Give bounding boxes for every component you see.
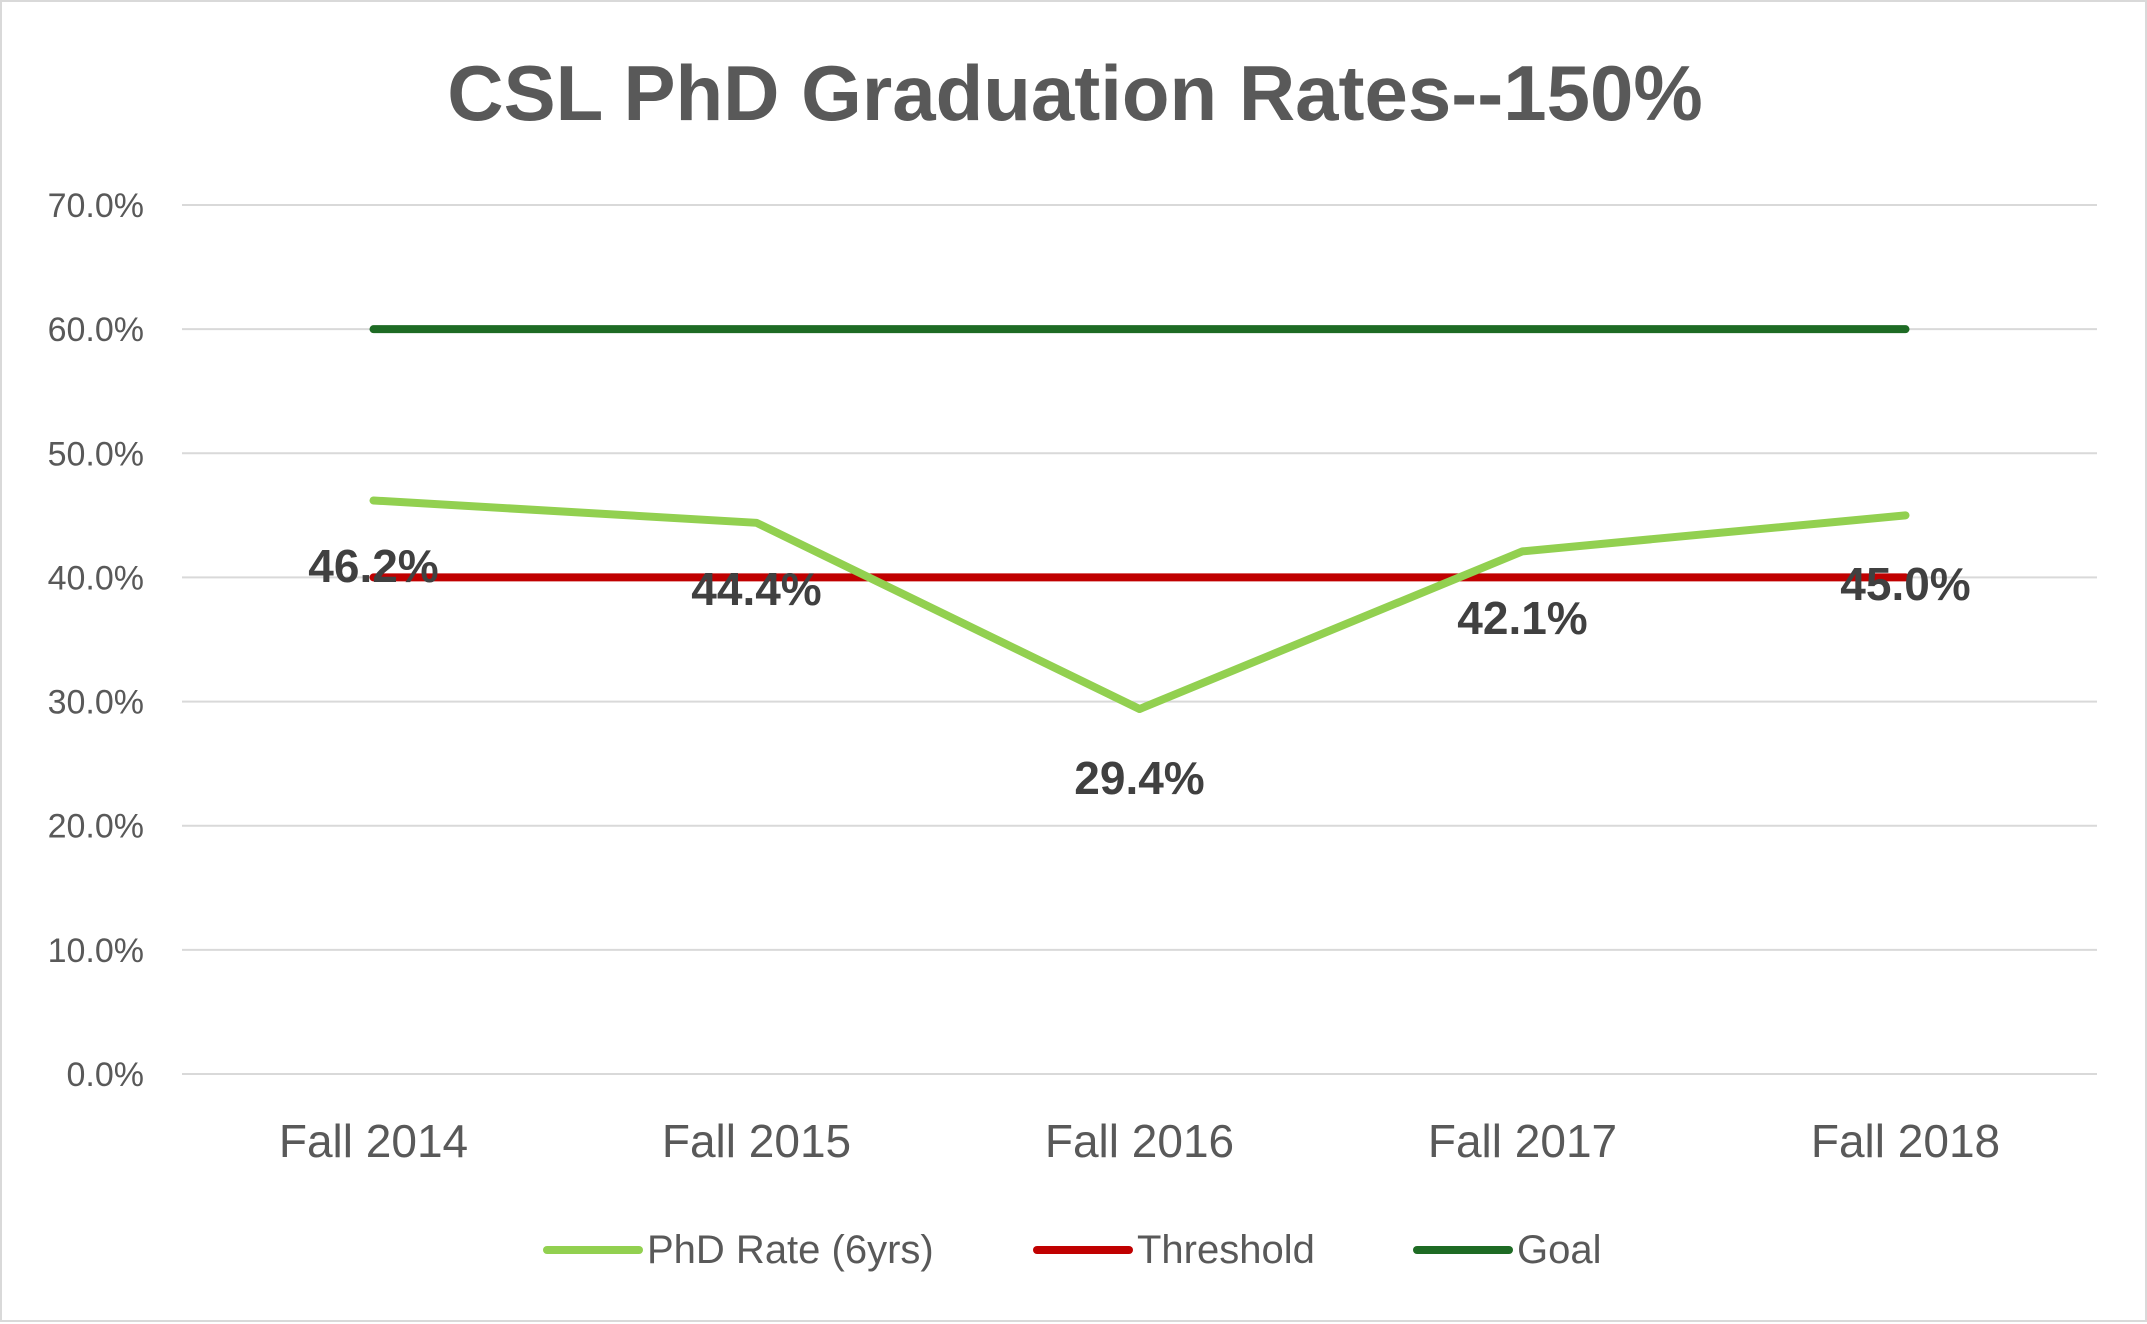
legend-label: Threshold bbox=[1137, 1228, 1315, 1272]
legend-entry: Threshold bbox=[1037, 1228, 1315, 1272]
series-line bbox=[374, 500, 1906, 709]
x-tick-label: Fall 2015 bbox=[662, 1115, 851, 1167]
y-tick-label: 60.0% bbox=[48, 311, 144, 349]
y-tick-label: 70.0% bbox=[48, 187, 144, 225]
legend-entry: PhD Rate (6yrs) bbox=[547, 1228, 934, 1272]
legend-label: PhD Rate (6yrs) bbox=[647, 1228, 934, 1272]
y-tick-label: 30.0% bbox=[48, 684, 144, 722]
x-axis-tick-labels: Fall 2014 Fall 2015 Fall 2016 Fall 2017 Fall… bbox=[279, 1115, 2000, 1167]
chart-title: CSL PhD Graduation Rates--150% bbox=[447, 49, 1703, 137]
x-tick-label: Fall 2016 bbox=[1045, 1115, 1234, 1167]
y-tick-label: 20.0% bbox=[48, 808, 144, 846]
y-tick-label: 0.0% bbox=[67, 1056, 145, 1094]
x-tick-label: Fall 2018 bbox=[1811, 1115, 2000, 1167]
legend: PhD Rate (6yrs) Threshold Goal bbox=[547, 1228, 1602, 1272]
gridlines bbox=[182, 205, 2097, 1074]
y-tick-label: 40.0% bbox=[48, 559, 144, 597]
data-label: 42.1% bbox=[1457, 592, 1587, 644]
data-label: 46.2% bbox=[308, 540, 438, 592]
series-phd-rate-6yrs bbox=[373, 500, 1905, 709]
series-lines bbox=[373, 329, 1905, 709]
legend-label: Goal bbox=[1517, 1228, 1602, 1272]
y-axis-tick-labels: 0.0% 10.0% 20.0% 30.0% 40.0% 50.0% 60.0% 70.0% bbox=[48, 187, 144, 1094]
y-tick-label: 10.0% bbox=[48, 932, 144, 970]
x-tick-label: Fall 2014 bbox=[279, 1115, 468, 1167]
data-label: 45.0% bbox=[1840, 558, 1970, 610]
x-tick-label: Fall 2017 bbox=[1428, 1115, 1617, 1167]
data-label: 44.4% bbox=[691, 563, 821, 615]
y-tick-label: 50.0% bbox=[48, 435, 144, 473]
data-label: 29.4% bbox=[1074, 752, 1204, 804]
legend-entry: Goal bbox=[1417, 1228, 1602, 1272]
